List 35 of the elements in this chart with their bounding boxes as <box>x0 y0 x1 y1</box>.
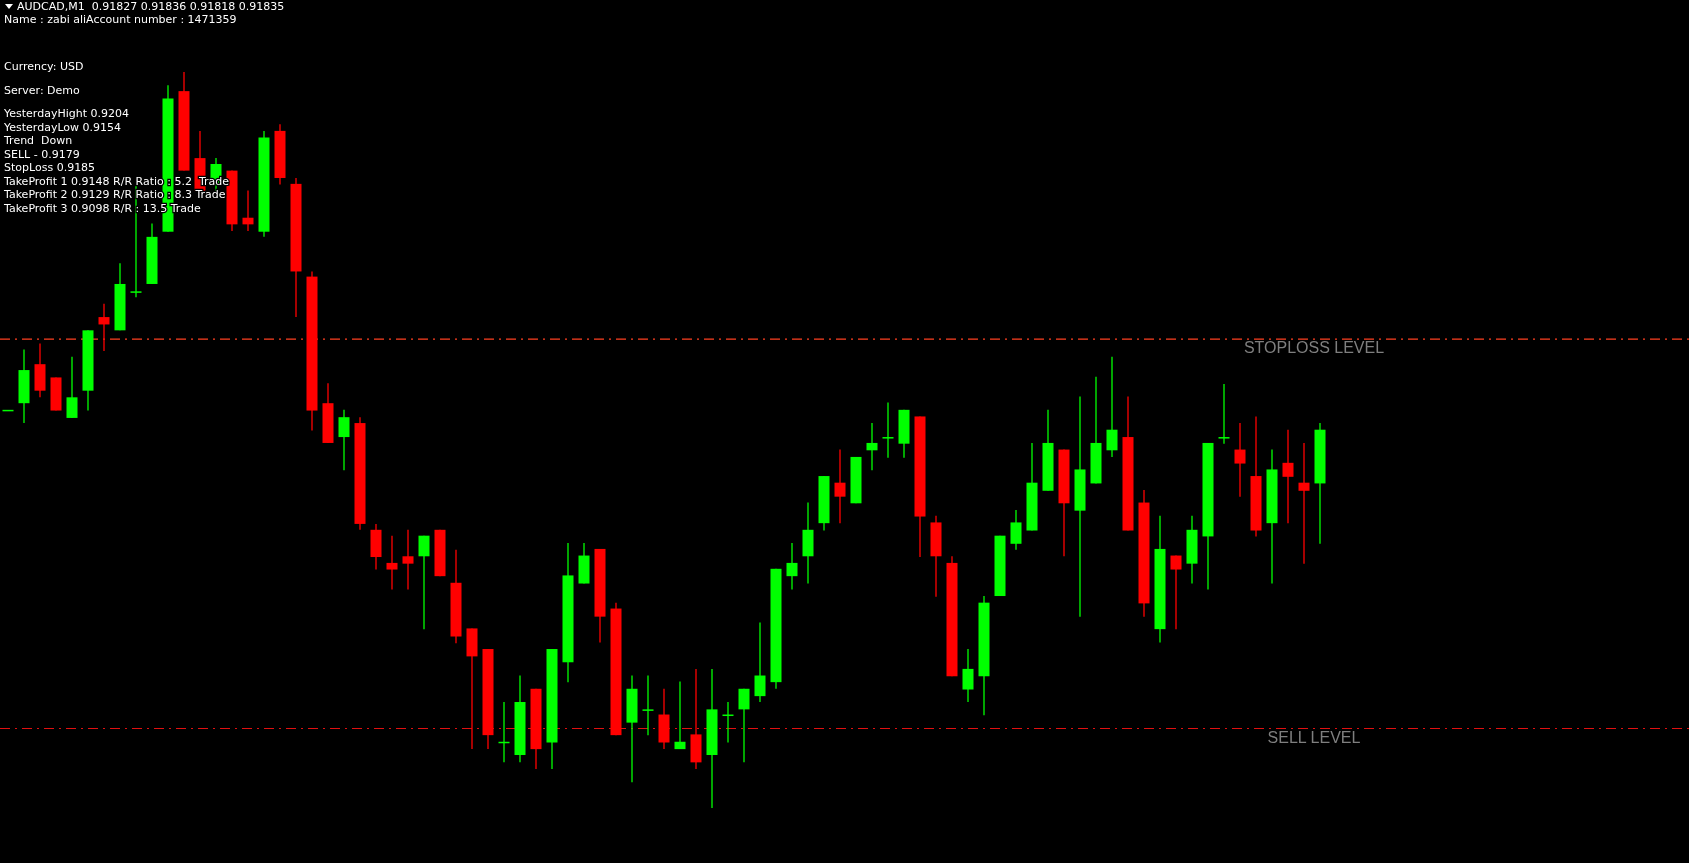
ref-line-label: STOPLOSS LEVEL <box>1243 339 1385 357</box>
candlestick <box>1170 554 1182 630</box>
candlestick <box>98 303 110 352</box>
candlestick <box>1218 383 1230 445</box>
candlestick <box>738 688 750 764</box>
candlestick <box>834 448 846 524</box>
text: Name : zabi aliAccount number : 1471359 <box>4 13 237 26</box>
candlestick <box>882 401 894 459</box>
candlestick <box>866 422 878 471</box>
annotation: YesterdayLow 0.9154 <box>3 120 122 134</box>
candlestick <box>1282 429 1294 524</box>
annotation: SELL - 0.9179 <box>4 147 80 161</box>
annotation: YesterdayHight 0.9204 <box>3 107 129 120</box>
ref-line-label: SELL LEVEL <box>1267 728 1361 746</box>
candlestick <box>386 535 398 591</box>
chart-title: AUDCAD,M1 0.91827 0.91836 0.91818 0.91835 <box>17 0 285 13</box>
candlestick <box>66 356 78 419</box>
annotation: Currency: USD <box>4 60 84 73</box>
annotation: TakeProfit 1 0.9148 R/R Ratio : 5.2 Trade <box>3 174 230 188</box>
candlestick <box>338 409 350 471</box>
candlestick <box>402 529 414 591</box>
annotation: Trend Down <box>3 134 73 147</box>
candlestick <box>1010 509 1022 551</box>
annotation: StopLoss 0.9185 <box>4 161 96 174</box>
candlestick <box>962 648 974 703</box>
candlestick <box>1234 422 1246 498</box>
candlestick <box>786 542 798 591</box>
candlestick <box>1106 356 1118 458</box>
candlestick <box>1298 442 1310 565</box>
candlestick <box>242 189 254 232</box>
candlestick <box>418 535 430 630</box>
candlestick <box>754 621 766 703</box>
candlestick <box>642 674 654 736</box>
candlestick <box>674 680 686 750</box>
annotation: Server: Demo <box>4 84 81 97</box>
